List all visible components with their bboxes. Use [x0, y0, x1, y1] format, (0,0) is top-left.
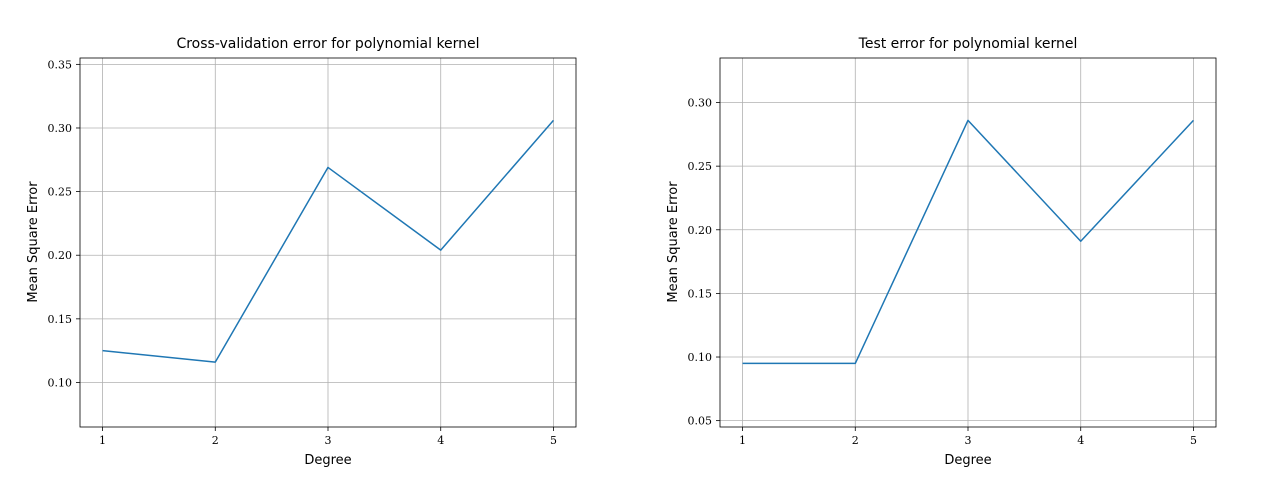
x-tick-label: 2: [212, 434, 219, 447]
y-tick-label: 0.10: [48, 376, 73, 389]
x-tick-label: 4: [1077, 434, 1084, 447]
x-tick-label: 3: [325, 434, 332, 447]
x-tick-label: 5: [550, 434, 557, 447]
x-tick-label: 3: [965, 434, 972, 447]
cross-validation-chart: Cross-validation error for polynomial ke…: [26, 36, 577, 468]
y-tick-label: 0.20: [48, 249, 73, 262]
x-tick-label: 1: [739, 434, 746, 447]
x-tick-label: 1: [99, 434, 106, 447]
x-axis-label: Degree: [304, 453, 351, 468]
y-tick-label: 0.15: [48, 313, 73, 326]
series-line: [102, 119, 555, 363]
y-tick-label: 0.15: [688, 287, 713, 300]
chart-title: Test error for polynomial kernel: [858, 36, 1078, 52]
y-tick-label: 0.05: [688, 415, 713, 428]
y-tick-label: 0.10: [688, 351, 713, 364]
x-tick-label: 4: [437, 434, 444, 447]
y-tick-label: 0.25: [688, 160, 713, 173]
y-tick-label: 0.20: [688, 224, 713, 237]
series-line: [742, 119, 1194, 365]
y-axis-label: Mean Square Error: [666, 181, 681, 303]
y-tick-label: 0.30: [688, 97, 713, 110]
y-tick-label: 0.35: [48, 58, 73, 71]
x-tick-label: 5: [1190, 434, 1197, 447]
y-tick-label: 0.30: [48, 122, 73, 135]
x-axis-label: Degree: [944, 453, 991, 468]
y-tick-label: 0.25: [48, 186, 73, 199]
y-axis-label: Mean Square Error: [26, 181, 41, 303]
chart-title: Cross-validation error for polynomial ke…: [176, 36, 479, 52]
x-tick-label: 2: [852, 434, 859, 447]
test-error-chart: Test error for polynomial kernel Degree …: [666, 36, 1217, 468]
